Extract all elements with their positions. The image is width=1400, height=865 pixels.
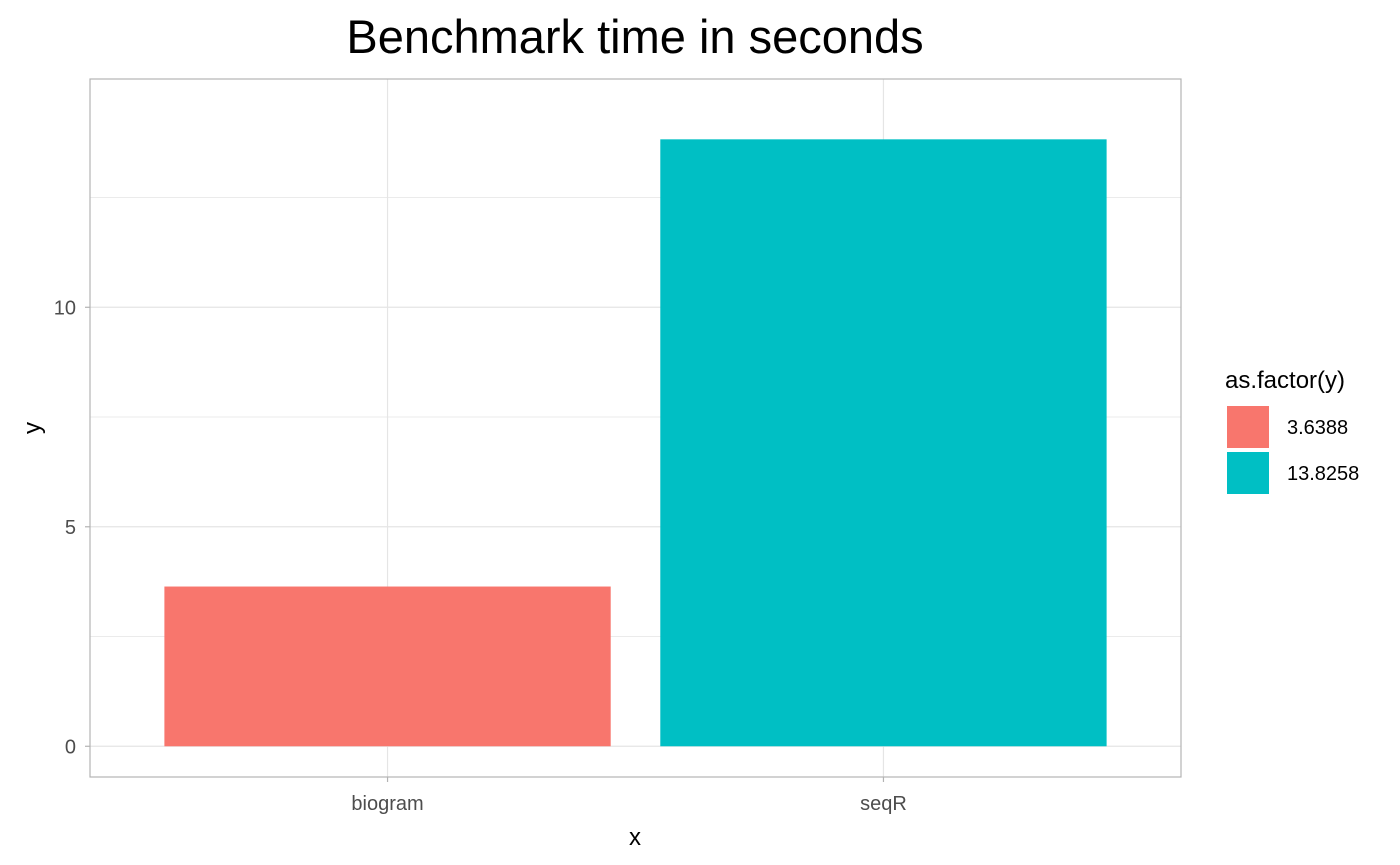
bars bbox=[164, 139, 1107, 747]
legend: as.factor(y) 3.6388 13.8258 bbox=[1225, 367, 1359, 494]
legend-key-label: 3.6388 bbox=[1287, 417, 1348, 439]
bar-seqR bbox=[660, 139, 1107, 747]
x-tick-label: biogram bbox=[351, 793, 423, 815]
legend-key-label: 13.8258 bbox=[1287, 463, 1359, 485]
y-tick-label: 10 bbox=[54, 297, 76, 319]
x-axis-title: x bbox=[629, 824, 641, 851]
legend-title: as.factor(y) bbox=[1225, 367, 1345, 394]
chart-title: Benchmark time in seconds bbox=[346, 10, 923, 63]
y-axis-title: y bbox=[19, 422, 46, 434]
x-tick-label: seqR bbox=[860, 793, 907, 815]
legend-entries: 3.6388 13.8258 bbox=[1227, 406, 1359, 494]
legend-key-swatch bbox=[1227, 406, 1269, 448]
legend-key-swatch bbox=[1227, 452, 1269, 494]
bar-biogram bbox=[164, 586, 611, 747]
axis-ticks: 0 5 10 biogram seqR bbox=[54, 297, 907, 815]
plot-panel-border bbox=[89, 78, 1182, 778]
y-tick-label: 0 bbox=[65, 736, 76, 758]
y-tick-label: 5 bbox=[65, 517, 76, 539]
